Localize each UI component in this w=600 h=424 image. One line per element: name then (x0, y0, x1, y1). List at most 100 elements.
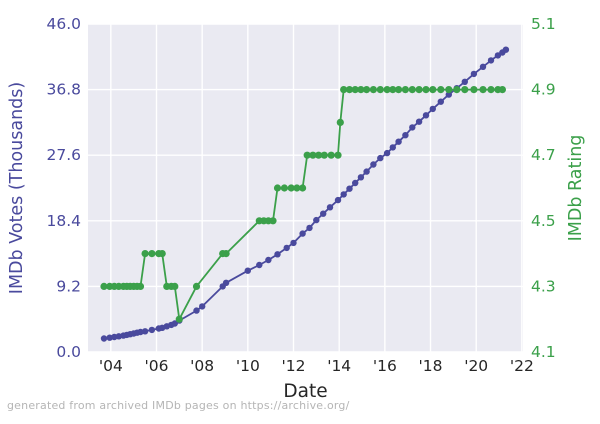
votes-point (290, 239, 297, 247)
rating-point (269, 217, 277, 225)
votes-point (340, 191, 347, 198)
rating-point (340, 86, 348, 94)
rating-point (158, 250, 166, 258)
rating-point (148, 250, 156, 258)
x-tick-label: '16 (373, 357, 397, 375)
rating-point (437, 86, 445, 94)
votes-point (274, 251, 281, 258)
rating-point (429, 86, 437, 94)
y-right-tick-label: 4.1 (531, 343, 556, 361)
rating-point (293, 184, 301, 192)
rating-point (369, 86, 377, 94)
rating-point (445, 86, 453, 94)
rating-point (100, 282, 108, 290)
votes-point (422, 112, 430, 119)
x-tick-label: '06 (145, 357, 169, 375)
rating-point (273, 184, 282, 192)
rating-point (453, 86, 461, 94)
rating-point (351, 86, 359, 94)
votes-point (370, 161, 377, 168)
votes-point (377, 154, 384, 162)
votes-point (141, 328, 149, 335)
y-right-tick-label: 4.9 (531, 81, 556, 99)
rating-point (408, 86, 416, 94)
x-tick-label: '20 (464, 357, 488, 375)
rating-point (222, 250, 230, 258)
source-note: generated from archived IMDb pages on ht… (7, 399, 350, 412)
y-left-axis-label: IMDb Votes (Thousands) (7, 82, 27, 294)
votes-point (334, 196, 342, 204)
rating-point (422, 86, 430, 94)
rating-point (415, 86, 423, 94)
y-left-tick-label: 9.2 (56, 277, 81, 295)
rating-point (320, 151, 328, 159)
votes-point (193, 307, 200, 314)
y-right-axis-label: IMDb Rating (566, 135, 586, 242)
votes-point (363, 168, 370, 175)
rating-point (376, 86, 384, 94)
votes-point (306, 224, 313, 232)
x-axis-label: Date (283, 381, 327, 402)
rating-point (357, 86, 365, 94)
x-tick-label: '12 (282, 357, 306, 375)
votes-point (346, 185, 353, 192)
y-right-tick-label: 5.1 (531, 15, 556, 33)
y-left-tick-label: 36.8 (46, 81, 81, 99)
votes-point (429, 105, 436, 113)
rating-point (401, 86, 409, 94)
votes-point (352, 179, 359, 187)
y-right-tick-label: 4.5 (531, 212, 556, 230)
rating-point (470, 86, 478, 94)
votes-point (479, 63, 487, 70)
rating-point (336, 118, 344, 126)
y-right-tick-label: 4.7 (531, 146, 556, 164)
votes-point (445, 91, 452, 98)
votes-point (389, 144, 396, 151)
x-tick-label: '18 (419, 357, 443, 375)
rating-point (389, 86, 397, 94)
y-left-tick-label: 18.4 (46, 212, 81, 230)
rating-point (363, 86, 371, 94)
votes-point (415, 118, 423, 125)
rating-point (171, 282, 179, 290)
votes-point (313, 216, 320, 224)
rating-point (479, 86, 487, 94)
votes-point (437, 98, 444, 105)
rating-point (487, 86, 495, 94)
rating-point (345, 86, 354, 94)
rating-point (327, 151, 335, 159)
votes-point (409, 124, 416, 131)
votes-point (470, 70, 478, 78)
rating-point (192, 282, 201, 290)
rating-point (303, 151, 311, 159)
rating-point (498, 86, 506, 94)
rating-point (299, 184, 307, 192)
votes-point (487, 57, 495, 64)
x-tick-label: '04 (99, 357, 123, 375)
votes-point (100, 335, 108, 342)
rating-point (461, 86, 469, 94)
rating-point (136, 282, 145, 290)
votes-point (199, 303, 206, 310)
x-tick-label: '08 (190, 357, 214, 375)
rating-point (287, 184, 295, 192)
votes-point (148, 326, 156, 334)
rating-point (280, 184, 288, 192)
rating-point (315, 151, 323, 159)
x-tick-label: '14 (327, 357, 351, 375)
y-left-tick-label: 46.0 (46, 15, 81, 33)
votes-point (299, 230, 306, 237)
y-left-tick-label: 0.0 (56, 343, 81, 361)
rating-point (141, 250, 149, 258)
votes-point (357, 174, 365, 181)
votes-point (461, 78, 468, 86)
votes-point (383, 149, 391, 157)
votes-point (320, 210, 327, 217)
y-right-tick-label: 4.3 (531, 277, 556, 295)
x-tick-label: '22 (510, 357, 534, 375)
votes-point (222, 279, 230, 286)
votes-point (502, 46, 510, 53)
rating-point (175, 315, 183, 323)
